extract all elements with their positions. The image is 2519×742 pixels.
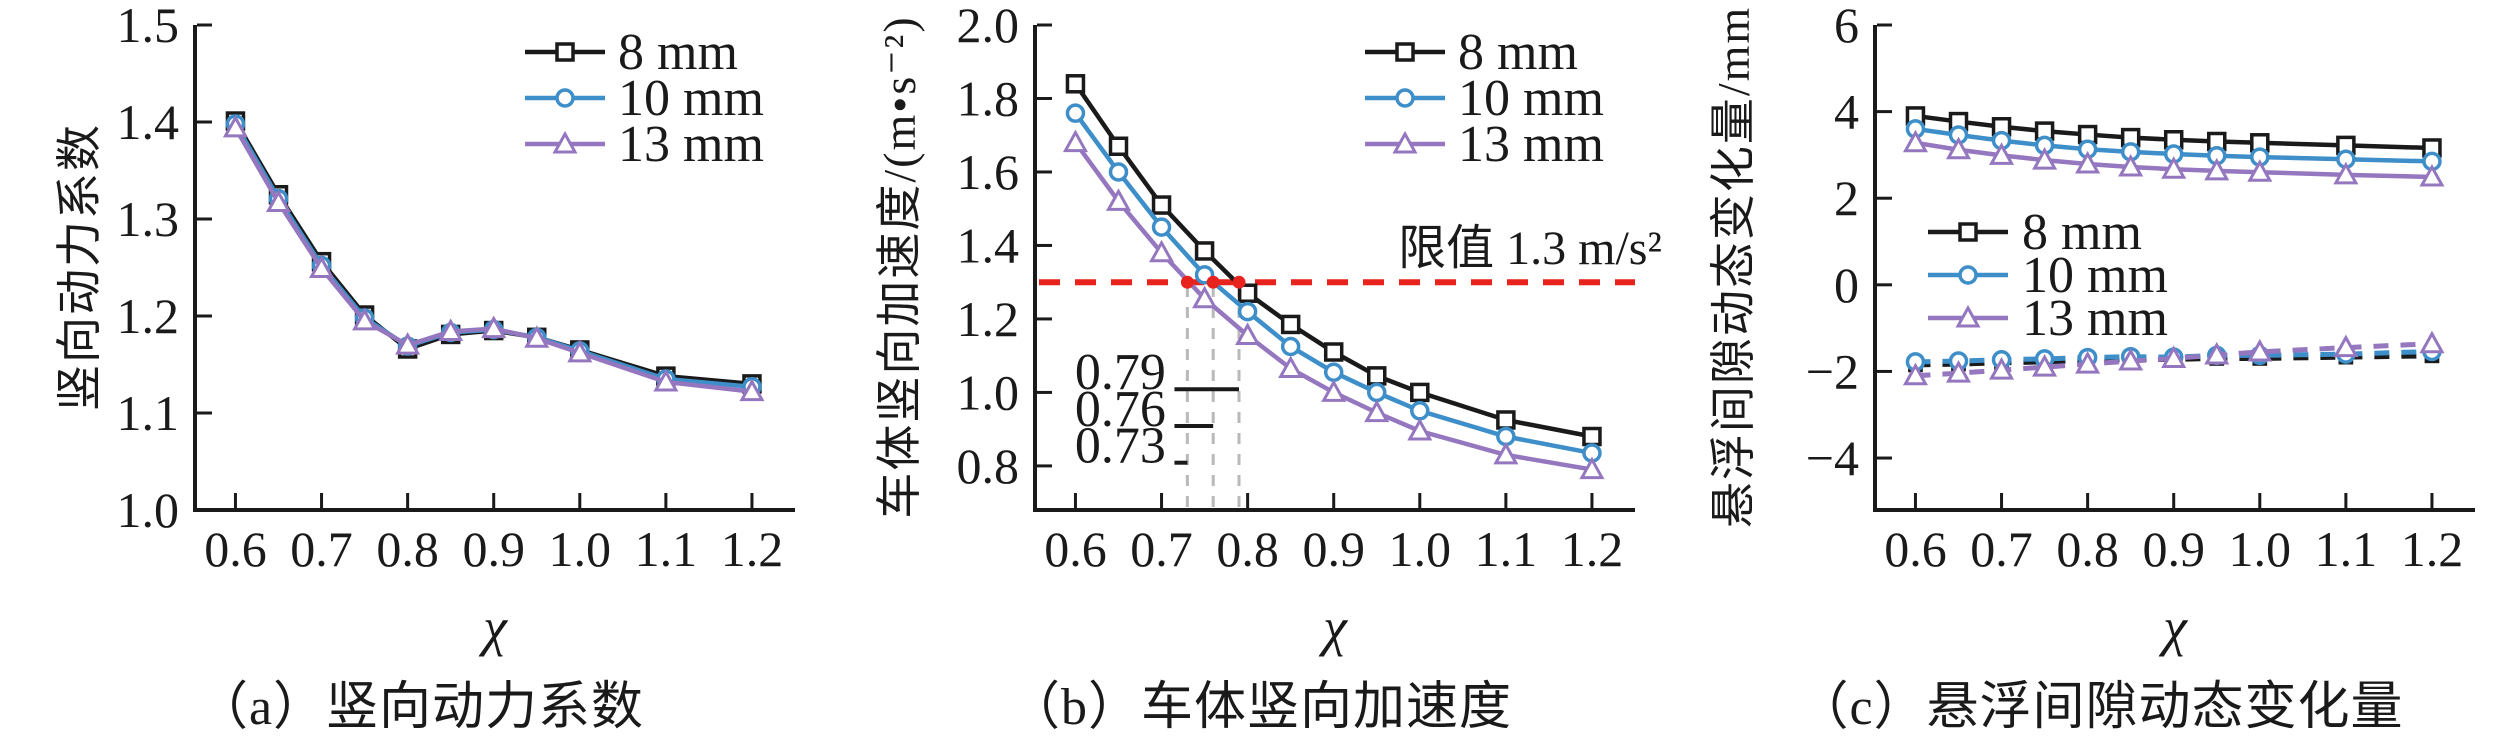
svg-text:13 mm: 13 mm	[618, 116, 764, 173]
svg-text:1.1: 1.1	[1475, 521, 1538, 577]
svg-text:0.7: 0.7	[1970, 521, 2033, 577]
svg-text:0.76: 0.76	[1075, 381, 1166, 438]
svg-text:0.6: 0.6	[1044, 521, 1107, 577]
svg-text:0.9: 0.9	[2142, 521, 2205, 577]
panel-a: 竖向动力系数 1.0 1.1 1.2 1.3 1.4 1.5 0.6 0.7 0.8 0.9 1.0…	[0, 0, 839, 742]
svg-text:0.8: 0.8	[2056, 521, 2119, 577]
svg-text:1.4: 1.4	[117, 94, 180, 150]
svg-text:0.8: 0.8	[1216, 521, 1279, 577]
svg-text:8 mm: 8 mm	[618, 24, 738, 81]
svg-text:0: 0	[1834, 257, 1859, 313]
svg-text:−4: −4	[1806, 430, 1859, 486]
svg-text:2: 2	[1834, 170, 1859, 226]
svg-text:1.0: 1.0	[549, 521, 612, 577]
svg-text:1.5: 1.5	[117, 0, 180, 53]
svg-text:1.1: 1.1	[2315, 521, 2378, 577]
svg-text:0.8: 0.8	[376, 521, 439, 577]
svg-text:1.6: 1.6	[957, 144, 1020, 200]
svg-text:0.6: 0.6	[204, 521, 267, 577]
svg-text:13 mm: 13 mm	[1458, 116, 1604, 173]
panel-c: 悬浮间隙动态变化量/mm −4 −2 0 2 4 6 0.6 0.7 0.8 0.9 1.0 1.1 1…	[1680, 0, 2519, 742]
svg-text:限值 1.3 m/s²: 限值 1.3 m/s²	[1398, 222, 1662, 275]
panel-b: 车体竖向加速度/(m•s⁻²) 0.8 1.0 1.2 1.4 1.6 1.8 2.0 0.6…	[840, 0, 1679, 742]
svg-text:8 mm: 8 mm	[2022, 204, 2142, 261]
svg-text:1.2: 1.2	[721, 521, 784, 577]
svg-text:6: 6	[1834, 0, 1859, 53]
svg-text:0.9: 0.9	[1302, 521, 1365, 577]
svg-text:1.4: 1.4	[957, 217, 1020, 273]
svg-text:1.2: 1.2	[957, 291, 1020, 347]
svg-text:2.0: 2.0	[957, 0, 1020, 53]
svg-text:0.79: 0.79	[1075, 344, 1166, 401]
svg-text:4: 4	[1834, 84, 1859, 140]
svg-text:0.73: 0.73	[1075, 418, 1166, 475]
caption-c: （c）悬浮间隙动态变化量	[1796, 679, 2404, 736]
svg-text:10 mm: 10 mm	[618, 70, 764, 127]
x-axis-label-a: χ	[483, 597, 507, 657]
x-axis-label-c: χ	[2163, 597, 2187, 657]
svg-text:1.0: 1.0	[1389, 521, 1452, 577]
svg-text:0.7: 0.7	[1130, 521, 1193, 577]
svg-text:−2: −2	[1806, 343, 1859, 399]
svg-text:1.0: 1.0	[2229, 521, 2292, 577]
svg-text:0.8: 0.8	[957, 438, 1020, 494]
caption-a: （a）竖向动力系数	[195, 679, 645, 736]
svg-text:1.1: 1.1	[117, 385, 180, 441]
svg-text:0.9: 0.9	[462, 521, 525, 577]
svg-text:1.2: 1.2	[117, 288, 180, 344]
chart-a: 1.0 1.1 1.2 1.3 1.4 1.5 0.6 0.7 0.8 0.9 1.0 1.1 1.2 8…	[117, 0, 795, 577]
svg-text:0.6: 0.6	[1884, 521, 1947, 577]
svg-text:10 mm: 10 mm	[1458, 70, 1604, 127]
svg-text:1.1: 1.1	[635, 521, 698, 577]
svg-text:1.3: 1.3	[117, 191, 180, 247]
svg-text:0.7: 0.7	[290, 521, 353, 577]
svg-text:1.0: 1.0	[957, 364, 1020, 420]
x-axis-label-b: χ	[1323, 597, 1347, 657]
svg-text:1.2: 1.2	[2401, 521, 2464, 577]
svg-text:10 mm: 10 mm	[2022, 247, 2168, 304]
chart-b: 0.8 1.0 1.2 1.4 1.6 1.8 2.0 0.6 0.7 0.8 0.9 1.0 1.1 1…	[957, 0, 1662, 577]
svg-text:8 mm: 8 mm	[1458, 24, 1578, 81]
svg-text:1.0: 1.0	[117, 482, 180, 538]
svg-text:1.2: 1.2	[1561, 521, 1624, 577]
caption-b: （b）车体竖向加速度	[1007, 679, 1512, 736]
svg-text:1.8: 1.8	[957, 70, 1020, 126]
svg-text:13 mm: 13 mm	[2022, 290, 2168, 347]
